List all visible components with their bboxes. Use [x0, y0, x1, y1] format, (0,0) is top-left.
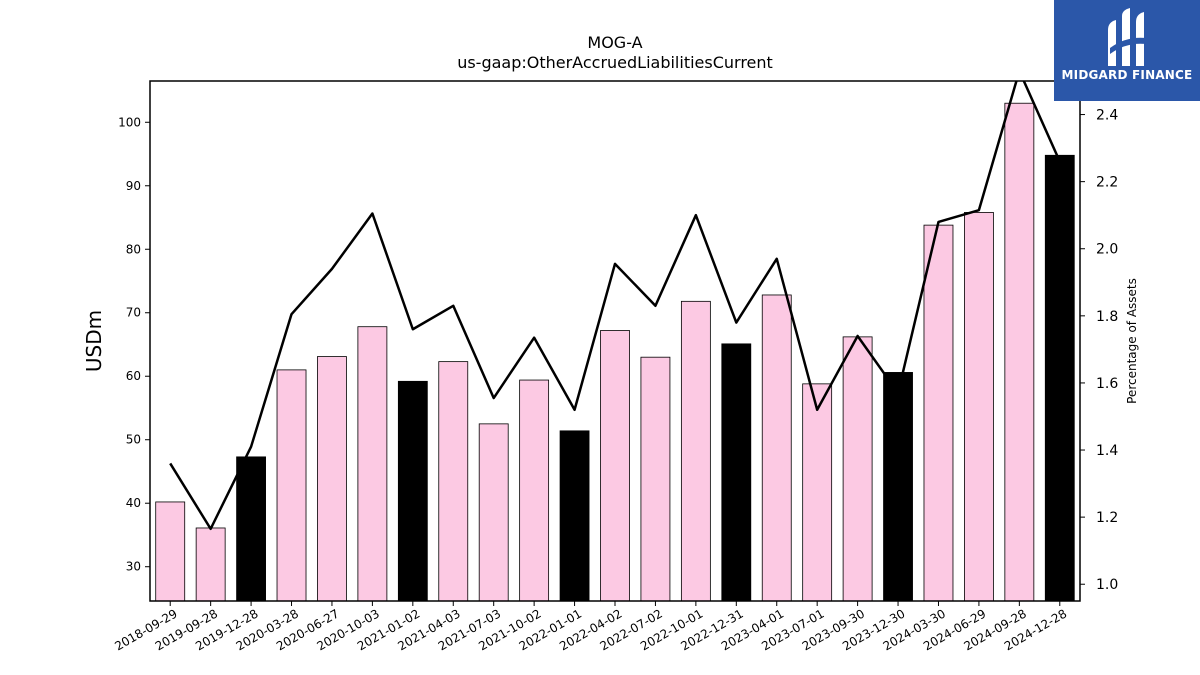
bar	[559, 430, 590, 602]
bar	[964, 212, 994, 602]
y-tick-label: 30	[126, 560, 141, 574]
y2-tick-label: 2.2	[1096, 175, 1118, 191]
y-tick-label: 90	[126, 179, 141, 193]
bar	[195, 527, 226, 602]
bar	[397, 380, 428, 602]
y-tick-label: 50	[126, 433, 141, 447]
line-series	[169, 81, 1061, 531]
bar	[438, 361, 469, 602]
y2-axis-label: Percentage of Assets	[1125, 278, 1139, 404]
bar	[155, 501, 186, 602]
bar	[600, 330, 630, 602]
bar	[317, 356, 347, 602]
y2-tick-label: 1.2	[1096, 510, 1118, 526]
y2-tick-label: 1.0	[1096, 577, 1118, 593]
y-axis-right: 1.0 1.2 1.4 1.6 1.8 2.0 2.2 2.4	[1080, 108, 1118, 593]
bar	[357, 326, 388, 602]
y2-tick-label: 2.4	[1096, 108, 1118, 124]
bar	[1004, 102, 1035, 602]
bar	[923, 224, 954, 602]
chart-subtitle: us-gaap:OtherAccruedLiabilitiesCurrent	[457, 53, 773, 72]
x-axis: 2018-09-292019-09-282019-12-282020-03-28…	[112, 601, 1069, 653]
bar	[802, 383, 833, 602]
y2-tick-label: 2.0	[1096, 242, 1118, 258]
bar	[842, 336, 873, 602]
y-tick-label: 60	[126, 369, 141, 383]
bar	[883, 372, 913, 602]
y2-tick-label: 1.8	[1096, 309, 1118, 325]
y-tick-label: 80	[126, 242, 141, 256]
bar	[276, 369, 307, 602]
y-axis-label: USDm	[82, 310, 106, 372]
percentage-line	[169, 81, 1061, 531]
bar	[680, 300, 711, 602]
y2-tick-label: 1.6	[1096, 376, 1118, 392]
chart-title: MOG-A	[587, 33, 642, 52]
brand-logo: MIDGARD FINANCE	[1054, 0, 1200, 101]
y2-tick-label: 1.4	[1096, 443, 1118, 459]
y-axis-left: 30 40 50 60 70 80 90 100	[118, 115, 150, 574]
bar-series	[155, 102, 1075, 602]
bar	[640, 356, 671, 602]
bar	[478, 423, 509, 602]
logo-text: MIDGARD FINANCE	[1061, 68, 1193, 82]
bar	[1044, 154, 1075, 602]
logo-mark-icon	[1108, 8, 1146, 66]
y-tick-label: 40	[126, 496, 141, 510]
bar	[519, 379, 550, 602]
y-tick-label: 100	[118, 115, 141, 129]
bar	[236, 456, 266, 602]
bar	[761, 294, 792, 602]
bar	[721, 343, 752, 602]
y-tick-label: 70	[126, 306, 141, 320]
